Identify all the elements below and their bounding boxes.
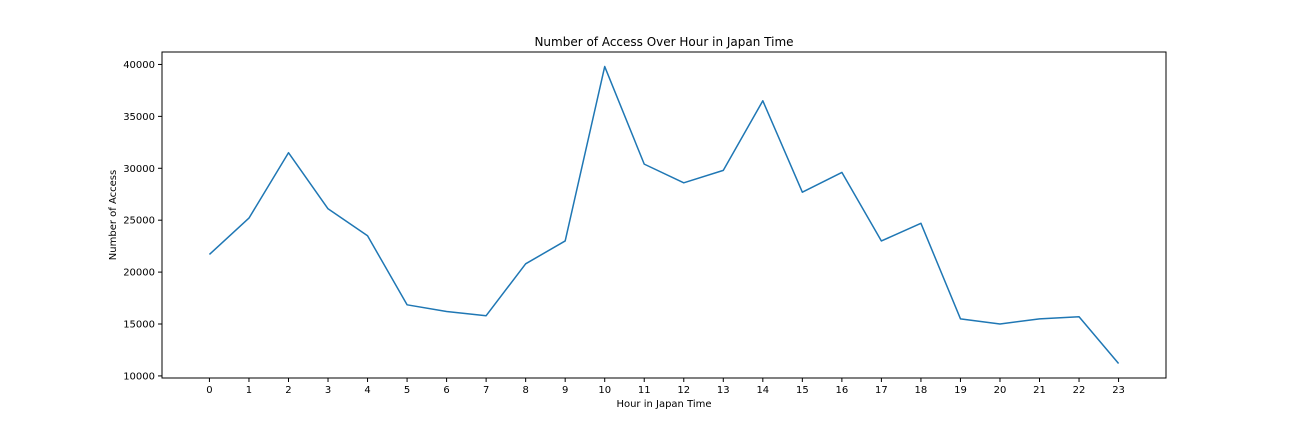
x-tick-label: 11	[638, 385, 651, 396]
x-tick-label: 2	[285, 385, 291, 396]
x-tick-label: 21	[1033, 385, 1046, 396]
y-tick-label: 20000	[123, 268, 155, 279]
y-tick-label: 40000	[123, 60, 155, 71]
series-line	[208, 65, 1120, 364]
x-tick-label: 22	[1073, 385, 1086, 396]
x-tick-label: 0	[206, 385, 212, 396]
x-tick-label: 8	[522, 385, 528, 396]
x-tick-label: 12	[677, 385, 690, 396]
x-tick-label: 13	[717, 385, 730, 396]
y-tick-label: 30000	[123, 164, 155, 175]
y-tick-label: 15000	[123, 320, 155, 331]
x-axis-title: Hour in Japan Time	[616, 399, 711, 410]
x-tick-label: 20	[994, 385, 1007, 396]
x-tick-label: 14	[756, 385, 769, 396]
x-tick-label: 18	[915, 385, 928, 396]
x-tick-label: 1	[246, 385, 252, 396]
x-tick-label: 5	[404, 385, 410, 396]
plot-area-frame	[161, 51, 1167, 379]
x-tick-label: 23	[1112, 385, 1125, 396]
x-tick-label: 15	[796, 385, 809, 396]
y-tick-label: 10000	[123, 371, 155, 382]
y-tick-label: 25000	[123, 216, 155, 227]
series-layer	[208, 65, 1120, 364]
x-tick-label: 3	[325, 385, 331, 396]
chart-title: Number of Access Over Hour in Japan Time	[534, 35, 793, 49]
x-tick-label: 16	[836, 385, 849, 396]
x-tick-label: 4	[364, 385, 370, 396]
x-tick-label: 17	[875, 385, 888, 396]
y-axis-title: Number of Access	[108, 170, 119, 260]
x-tick-label: 7	[483, 385, 489, 396]
x-tick-label: 10	[598, 385, 611, 396]
x-tick-label: 6	[443, 385, 449, 396]
y-tick-label: 35000	[123, 112, 155, 123]
ticks-layer: 0 1 2 3 4 5 6 7 8 9 10 11 12 13 14 15 16 17 18 19 20 21 22 2310…	[123, 60, 1125, 396]
x-tick-label: 19	[954, 385, 967, 396]
x-tick-label: 9	[562, 385, 568, 396]
